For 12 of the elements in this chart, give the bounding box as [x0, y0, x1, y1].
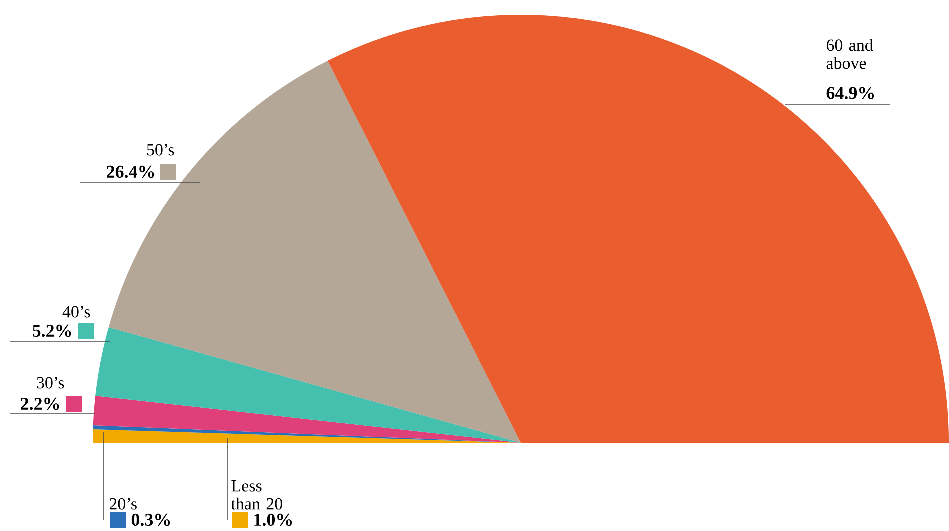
slice-label: 40’s: [62, 306, 90, 318]
data-label: 0.3%: [132, 514, 170, 526]
data-label: 64.9%: [826, 87, 874, 100]
slice-label: 50’s: [147, 144, 174, 156]
slice-label: 60 and above: [826, 39, 874, 70]
slice-label: 30’s: [37, 377, 64, 389]
data-label: 5.2%: [33, 324, 72, 338]
slice-label: Less than 20: [231, 480, 282, 510]
data-label: 26.4%: [107, 166, 154, 178]
data-label: 2.2%: [21, 398, 60, 410]
data-label: 1.0%: [254, 514, 292, 526]
slice-label: 20’s: [110, 498, 137, 510]
